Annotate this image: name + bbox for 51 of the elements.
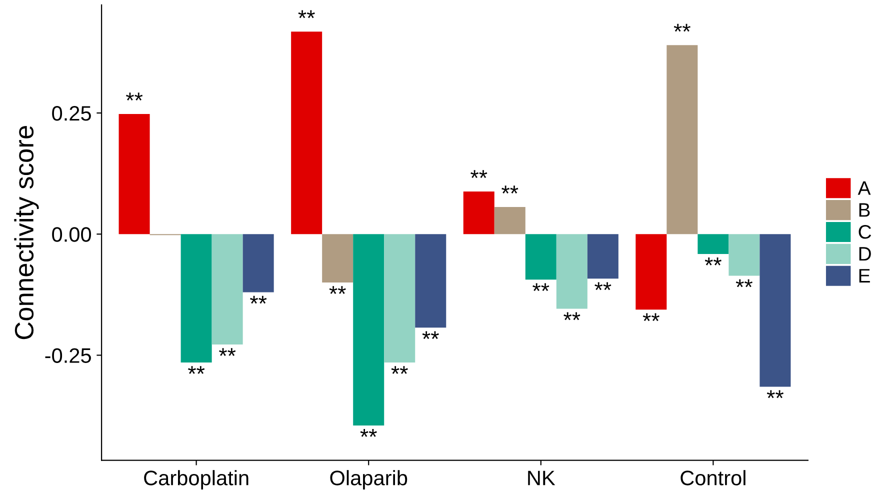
bar [118, 114, 150, 234]
data-label: ** [188, 366, 205, 374]
data-label: ** [219, 348, 236, 356]
bar [760, 234, 791, 387]
bar [463, 191, 494, 234]
bar [180, 234, 212, 362]
y-tick-label: 0.25 [52, 106, 91, 121]
data-label: ** [391, 366, 408, 374]
bar [636, 234, 667, 310]
data-label: ** [298, 10, 315, 18]
bar [322, 234, 354, 283]
legend-label: C [858, 225, 872, 239]
bar [525, 234, 556, 280]
x-tick-label: Olaparib [330, 470, 408, 490]
bar [587, 234, 618, 279]
data-label: ** [126, 92, 143, 100]
x-tick-label: NK [528, 470, 556, 486]
y-axis-title: Connectivity score [14, 126, 39, 340]
legend-label: A [858, 181, 871, 195]
y-tick-label: -0.25 [45, 348, 91, 363]
legend-label: B [859, 203, 870, 217]
bar [698, 234, 729, 254]
bar [242, 234, 274, 292]
data-label: ** [360, 429, 377, 437]
data-label: ** [642, 313, 660, 322]
data-label: ** [470, 170, 488, 178]
data-label: ** [704, 258, 722, 266]
data-label: ** [594, 282, 612, 290]
data-label: ** [532, 283, 550, 292]
bar [291, 32, 322, 234]
data-label: ** [502, 186, 518, 194]
bar [415, 234, 446, 328]
data-label: ** [422, 331, 439, 339]
x-tick-label: Carboplatin [144, 470, 248, 490]
data-label: ** [766, 390, 784, 398]
bar [353, 234, 384, 426]
bar [728, 234, 760, 276]
bar [384, 234, 416, 362]
data-label: ** [736, 279, 752, 288]
bar [666, 45, 698, 234]
x-tick-label: Control [680, 470, 746, 486]
legend-label: E [859, 269, 870, 282]
bar [556, 234, 588, 309]
bar [212, 234, 243, 345]
data-label: ** [250, 296, 267, 304]
data-label: ** [674, 24, 690, 32]
legend-label: D [859, 247, 871, 261]
data-label: ** [564, 312, 580, 320]
data-label: ** [329, 286, 346, 294]
y-tick-label: 0.00 [52, 227, 92, 242]
bar [494, 206, 526, 234]
